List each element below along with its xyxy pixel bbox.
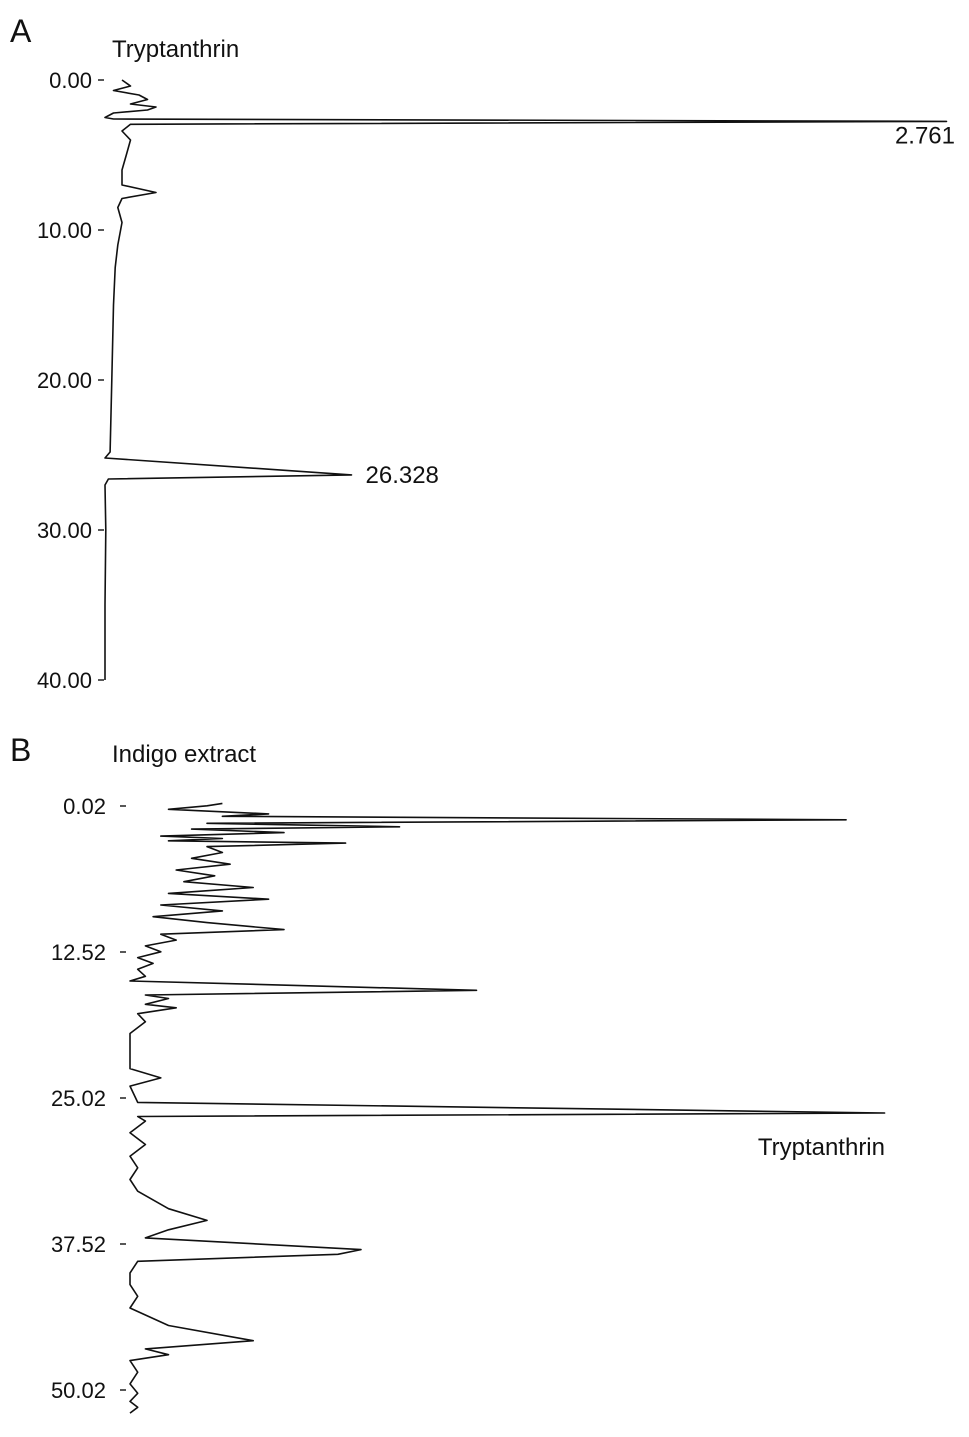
panel-b: B Indigo extract 0.02 12.52 25.02 37.52 50.0… — [10, 732, 886, 1414]
panel-b-letter: B — [10, 732, 31, 768]
panel-a-tick-label-2: 20.00 — [37, 368, 92, 393]
panel-a-letter: A — [10, 13, 32, 49]
panel-b-tick-label-2: 25.02 — [51, 1086, 106, 1111]
panel-a-peak-label-0: 2.761 — [895, 122, 955, 149]
panel-a-tick-label-3: 30.00 — [37, 518, 92, 543]
panel-b-tick-label-4: 50.02 — [51, 1378, 106, 1403]
panel-a: A Tryptanthrin 0.0010.0020.0030.0040.00 … — [10, 13, 955, 693]
panel-a-peak-label-1: 26.328 — [366, 462, 439, 489]
panel-b-trace — [129, 802, 886, 1414]
panel-b-title: Indigo extract — [112, 741, 256, 768]
panel-a-tick-label-1: 10.00 — [37, 218, 92, 243]
panel-a-tick-label-0: 0.00 — [49, 68, 92, 93]
panel-a-chromatogram-line — [104, 79, 948, 680]
panel-b-tick-label-0: 0.02 — [63, 794, 106, 819]
panel-a-tick-label-4: 40.00 — [37, 668, 92, 693]
panel-a-title: Tryptanthrin — [112, 36, 239, 63]
panel-b-tick-label-1: 12.52 — [51, 940, 106, 965]
panel-b-ticks: 0.02 12.52 25.02 37.52 50.02 — [51, 794, 126, 1403]
panel-b-peak-label-0: Tryptanthrin — [758, 1134, 885, 1161]
panel-b-tick-label-3: 37.52 — [51, 1232, 106, 1257]
panel-b-peak-labels: Tryptanthrin — [758, 1134, 885, 1161]
panel-a-trace — [104, 79, 948, 680]
panel-b-chromatogram-line — [129, 802, 886, 1414]
panel-a-peak-labels: 2.761 26.328 — [366, 122, 956, 489]
panel-a-ticks: 0.00 10.00 20.00 30.00 40.00 — [37, 68, 104, 693]
